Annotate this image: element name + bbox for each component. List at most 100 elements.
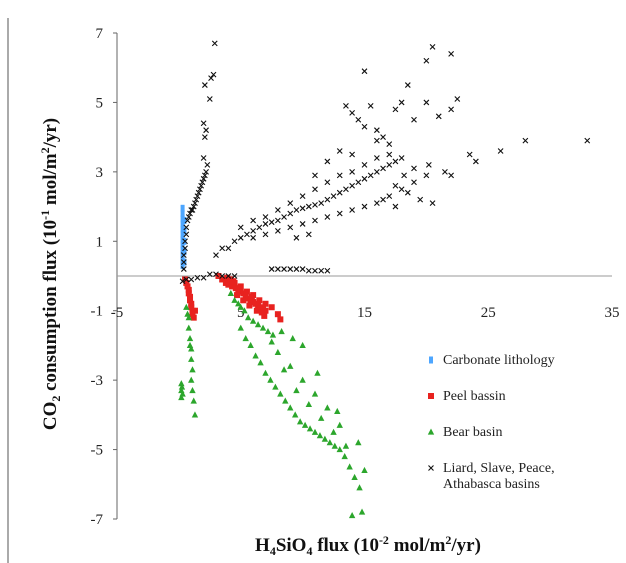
bear-point [355, 439, 362, 446]
liard-point [398, 155, 405, 161]
liard-point [318, 200, 325, 206]
liard-point [211, 40, 218, 47]
liard-point [312, 217, 318, 224]
peel-point [234, 292, 241, 299]
bear-point [237, 303, 244, 310]
liard-point [256, 224, 263, 231]
liard-point [183, 276, 190, 283]
liard-point [367, 172, 374, 179]
liard-point [349, 168, 356, 175]
liard-point [201, 134, 208, 141]
bear-point [341, 453, 348, 460]
liard-point [423, 57, 430, 64]
liard-point [250, 217, 257, 224]
bear-point [311, 428, 319, 435]
bear-point [301, 421, 309, 428]
bear-point [257, 359, 264, 366]
liard-point [182, 238, 188, 245]
bear-point [186, 341, 194, 349]
legend-marker-carbonate [429, 356, 433, 364]
y-axis-label: CO2 consumption flux (10-1 mol/m2/yr) [38, 118, 63, 430]
x-axis-label: H4SiO4 flux (10-2 mol/m2/yr) [255, 533, 481, 558]
peel-point [268, 304, 275, 311]
liard-point [472, 158, 479, 165]
liard-point [210, 71, 217, 78]
liard-point [190, 203, 197, 210]
bear-point [278, 328, 285, 335]
peel-point [237, 283, 244, 290]
peel-point [185, 286, 192, 293]
liard-point [183, 231, 190, 238]
peel-point [246, 302, 253, 309]
liard-point [386, 141, 393, 147]
liard-point [349, 207, 356, 213]
x-tick-label: 15 [357, 305, 372, 321]
liard-point [355, 179, 362, 186]
liard-point [336, 172, 343, 179]
liard-point [225, 245, 232, 252]
liard-point [442, 168, 448, 175]
liard-point [343, 186, 349, 193]
bear-point [287, 362, 294, 369]
bear-point [188, 355, 195, 362]
liard-point [200, 155, 207, 161]
bear-point [264, 328, 272, 335]
bear-point [269, 331, 277, 338]
y-tick-marks [113, 32, 117, 520]
liard-point [204, 162, 211, 168]
bear-point [330, 428, 337, 435]
liard-point [203, 127, 209, 134]
bear-point [188, 376, 195, 383]
liard-point [189, 207, 196, 213]
carbonate-point [180, 210, 185, 218]
bear-point [289, 334, 296, 342]
bear-point [336, 446, 343, 453]
liard-point [318, 267, 325, 274]
liard-point [343, 103, 349, 109]
liard-point [268, 266, 275, 272]
liard-point [373, 155, 380, 161]
bear-point [282, 397, 289, 404]
bear-point [317, 414, 325, 421]
liard-point [194, 274, 201, 281]
liard-point [180, 252, 187, 259]
x-tick-label: 5 [237, 305, 245, 321]
liard-point [219, 273, 226, 279]
liard-point [299, 205, 306, 212]
liard-point [401, 172, 407, 179]
liard-point [299, 266, 306, 272]
liard-point [423, 172, 430, 179]
peel-point [253, 307, 260, 314]
liard-point [201, 82, 208, 88]
liard-point [305, 203, 312, 210]
liard-point [193, 196, 200, 203]
liard-point [386, 193, 393, 200]
peel-point [261, 312, 268, 319]
liard-point [448, 172, 455, 179]
peel-point [248, 293, 255, 300]
liard-point [312, 186, 318, 193]
peel-point [219, 276, 226, 283]
bear-point [277, 390, 284, 397]
liard-point [187, 210, 193, 217]
liard-point [293, 207, 300, 213]
peel-point [187, 297, 194, 304]
liard-point [199, 179, 206, 186]
liard-point [404, 82, 411, 88]
liard-point [584, 137, 591, 144]
peel-point [262, 307, 269, 314]
peel-point [262, 300, 269, 307]
liard-point [293, 266, 300, 272]
bear-point [293, 387, 300, 394]
liard-point [203, 168, 209, 175]
liard-point [182, 245, 188, 252]
liard-point [194, 193, 201, 200]
liard-point [201, 172, 208, 179]
liard-point [287, 210, 294, 217]
axes: -5 5 15 25 35 7 5 3 1 -1 -3 -5 -7 [91, 26, 620, 528]
y-tick-label: 5 [96, 95, 104, 111]
liard-point [244, 231, 250, 238]
liard-point [200, 120, 207, 127]
bear-point [178, 380, 185, 387]
